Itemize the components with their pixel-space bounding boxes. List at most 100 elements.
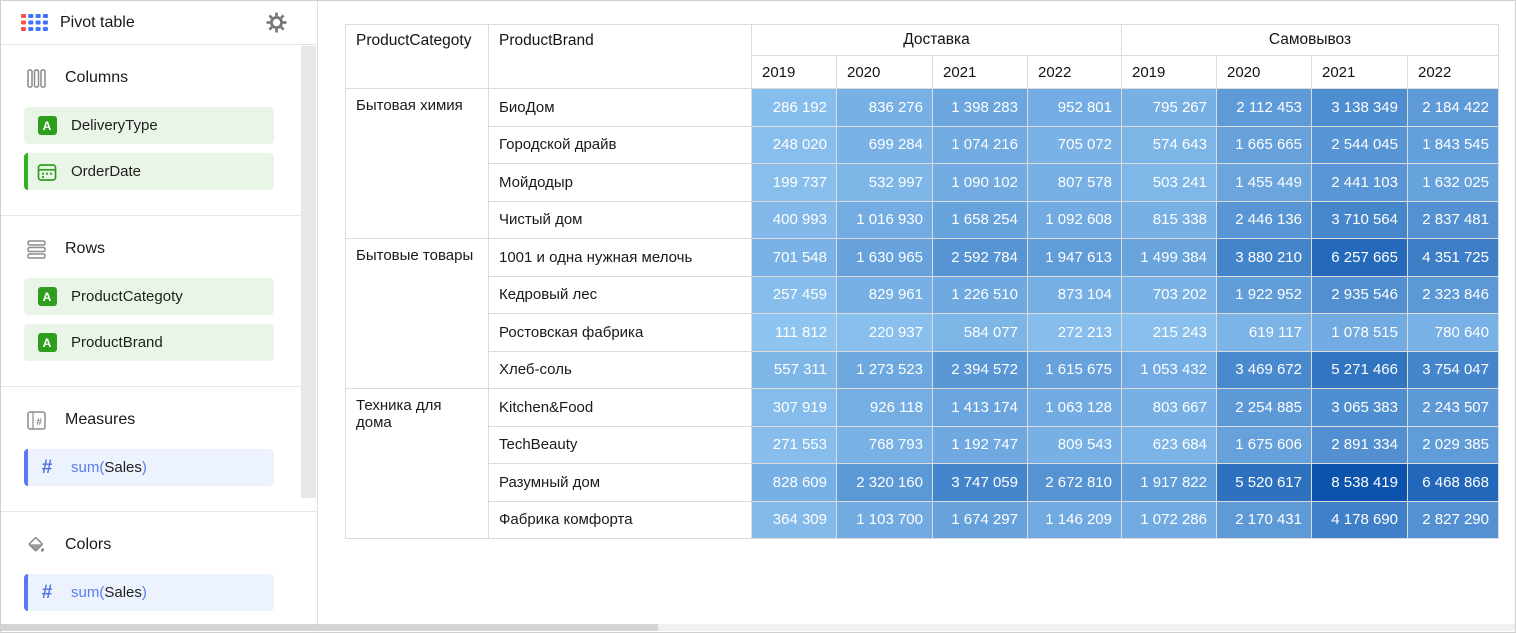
brand-cell: 1001 и одна нужная мелочь — [488, 238, 752, 277]
value-cell: 3 065 383 — [1311, 388, 1408, 427]
visualization-selector[interactable]: Pivot table — [60, 13, 135, 31]
value-cell: 3 747 059 — [932, 463, 1028, 502]
value-cell: 503 241 — [1121, 163, 1217, 202]
section-label: Measures — [65, 411, 136, 428]
value-cell: 1 078 515 — [1311, 313, 1408, 352]
value-cell: 1 273 523 — [836, 350, 933, 389]
brand-cell: Городской драйв — [488, 125, 752, 164]
value-cell: 8 538 419 — [1311, 463, 1408, 502]
value-cell: 1 675 606 — [1216, 425, 1312, 464]
value-cell: 2 320 160 — [836, 463, 933, 502]
value-cell: 532 997 — [836, 163, 933, 202]
value-cell: 2 170 431 — [1216, 500, 1312, 539]
value-cell: 836 276 — [836, 88, 933, 127]
section-label: Rows — [65, 240, 106, 257]
value-cell: 557 311 — [751, 350, 837, 389]
row-header-product-category[interactable]: ProductCategoty — [345, 24, 489, 89]
value-cell: 703 202 — [1121, 275, 1217, 314]
value-cell: 2 672 810 — [1027, 463, 1122, 502]
value-cell: 400 993 — [751, 200, 837, 239]
section-colors-header: Colors — [1, 534, 317, 556]
pivot-row: Бытовые товары 1001 и одна нужная мелочь 7… — [345, 238, 1499, 389]
year-header[interactable]: 2022 — [1027, 55, 1122, 89]
settings-sidebar: Pivot table — [1, 1, 318, 632]
sidebar-vertical-scrollbar[interactable] — [301, 46, 316, 498]
value-cell: 5 520 617 — [1216, 463, 1312, 502]
field-chip-DeliveryType[interactable]: A DeliveryType — [24, 107, 274, 144]
value-cell: 1 947 613 — [1027, 238, 1122, 277]
brand-cell: Хлеб-соль — [488, 350, 752, 389]
value-cell: 2 544 045 — [1311, 125, 1408, 164]
value-cell: 364 309 — [751, 500, 837, 539]
pivot-row: Городской драйв 248 020 699 284 1 074 216 70… — [346, 125, 1499, 164]
value-cell: 1 016 930 — [836, 200, 933, 239]
value-cell: 1 074 216 — [932, 125, 1028, 164]
value-cell: 1 922 952 — [1216, 275, 1312, 314]
visualization-header: Pivot table — [1, 1, 317, 45]
pivot-row: Разумный дом 828 609 2 320 160 3 747 059 2 6… — [346, 463, 1499, 502]
value-cell: 1 103 700 — [836, 500, 933, 539]
active-field-indicator — [24, 449, 28, 486]
field-chip-sum(Sales)[interactable]: # sum(Sales) — [24, 574, 274, 611]
field-label: sum(Sales) — [71, 459, 147, 476]
pivot-row: Чистый дом 400 993 1 016 930 1 658 254 1 092… — [346, 200, 1499, 239]
section-label: Colors — [65, 536, 112, 553]
value-cell: 780 640 — [1407, 313, 1499, 352]
active-field-indicator — [24, 574, 28, 611]
value-cell: 699 284 — [836, 125, 933, 164]
value-cell: 809 543 — [1027, 425, 1122, 464]
value-cell: 1 146 209 — [1027, 500, 1122, 539]
field-chip-OrderDate[interactable]: OrderDate — [24, 153, 274, 190]
field-label: DeliveryType — [71, 117, 158, 134]
value-cell: 829 961 — [836, 275, 933, 314]
value-cell: 803 667 — [1121, 388, 1217, 427]
value-cell: 1 632 025 — [1407, 163, 1499, 202]
field-chip-sum(Sales)[interactable]: # sum(Sales) — [24, 449, 274, 486]
column-group-pickup[interactable]: Самовывоз — [1121, 24, 1499, 56]
value-cell: 307 919 — [751, 388, 837, 427]
year-header[interactable]: 2020 — [836, 55, 933, 89]
gear-icon[interactable] — [266, 12, 287, 33]
brand-cell: Ростовская фабрика — [488, 313, 752, 352]
value-cell: 2 254 885 — [1216, 388, 1312, 427]
value-cell: 1 092 608 — [1027, 200, 1122, 239]
field-chip-ProductCategoty[interactable]: A ProductCategoty — [24, 278, 274, 315]
colors-icon — [27, 536, 46, 555]
value-cell: 623 684 — [1121, 425, 1217, 464]
row-header-product-brand[interactable]: ProductBrand — [488, 24, 752, 89]
pivot-table: ProductCategoty ProductBrand Доставка Са… — [345, 24, 1499, 539]
value-cell: 271 553 — [751, 425, 837, 464]
year-header[interactable]: 2019 — [751, 55, 837, 89]
category-cell: Бытовая химия — [345, 88, 489, 239]
value-cell: 2 243 507 — [1407, 388, 1499, 427]
year-header[interactable]: 2020 — [1216, 55, 1312, 89]
brand-cell: Разумный дом — [488, 463, 752, 502]
value-cell: 1 063 128 — [1027, 388, 1122, 427]
column-group-delivery[interactable]: Доставка — [751, 24, 1122, 56]
horizontal-scrollbar-thumb[interactable] — [1, 624, 658, 631]
field-type-string-icon: A — [36, 115, 58, 137]
value-cell: 3 754 047 — [1407, 350, 1499, 389]
year-header[interactable]: 2022 — [1407, 55, 1499, 89]
field-chip-ProductBrand[interactable]: A ProductBrand — [24, 324, 274, 361]
measures-icon: # — [27, 410, 46, 430]
value-cell: 220 937 — [836, 313, 933, 352]
category-cell: Техника для дома — [345, 388, 489, 539]
value-cell: 1 674 297 — [932, 500, 1028, 539]
brand-cell: TechBeauty — [488, 425, 752, 464]
horizontal-scrollbar-track[interactable] — [1, 624, 1515, 631]
value-cell: 3 880 210 — [1216, 238, 1312, 277]
value-cell: 926 118 — [836, 388, 933, 427]
year-header[interactable]: 2019 — [1121, 55, 1217, 89]
section-rows: Rows A ProductCategoty A ProductBrand — [1, 216, 317, 387]
columns-icon — [27, 68, 46, 88]
year-header[interactable]: 2021 — [932, 55, 1028, 89]
section-columns-header: Columns — [1, 67, 317, 89]
year-header[interactable]: 2021 — [1311, 55, 1408, 89]
value-cell: 2 446 136 — [1216, 200, 1312, 239]
pivot-row: Фабрика комфорта 364 309 1 103 700 1 674 29… — [346, 500, 1499, 539]
value-cell: 2 827 290 — [1407, 500, 1499, 539]
value-cell: 1 413 174 — [932, 388, 1028, 427]
value-cell: 1 455 449 — [1216, 163, 1312, 202]
value-cell: 1 090 102 — [932, 163, 1028, 202]
